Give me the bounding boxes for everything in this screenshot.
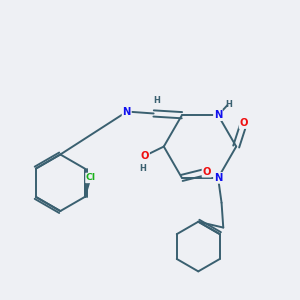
- Text: H: H: [153, 96, 160, 105]
- Text: N: N: [214, 110, 222, 120]
- Text: N: N: [122, 107, 131, 117]
- Text: O: O: [239, 118, 248, 128]
- Text: H: H: [225, 100, 232, 109]
- Text: O: O: [141, 151, 149, 161]
- Text: H: H: [140, 164, 146, 173]
- Text: O: O: [202, 167, 211, 177]
- Text: N: N: [214, 173, 222, 183]
- Text: Cl: Cl: [86, 173, 96, 182]
